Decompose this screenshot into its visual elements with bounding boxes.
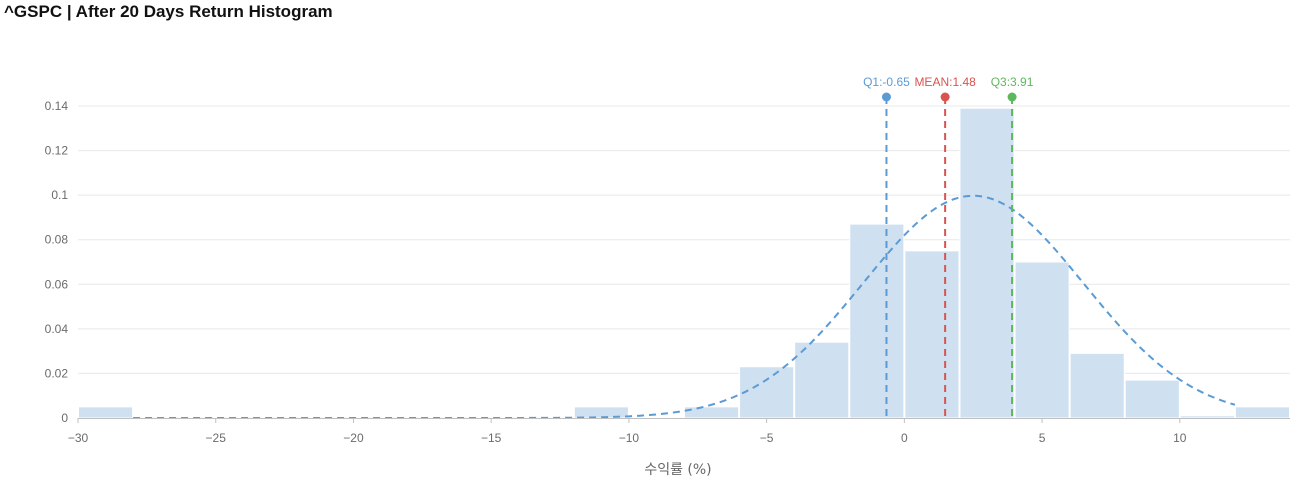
chart-title: ^GSPC | After 20 Days Return Histogram xyxy=(4,2,333,21)
histogram-bar xyxy=(794,341,850,419)
x-tick-label: 5 xyxy=(1039,431,1046,445)
histogram-bar xyxy=(1234,406,1290,419)
mean-dot xyxy=(940,92,950,102)
x-tick-label: −20 xyxy=(343,431,364,445)
x-tick-label: 10 xyxy=(1173,431,1187,445)
q1-dot xyxy=(881,92,891,102)
histogram-bar xyxy=(684,406,740,419)
x-axis-label: 수익률 (%) xyxy=(644,462,711,478)
y-tick-label: 0 xyxy=(61,411,68,425)
x-tick-label: −25 xyxy=(206,431,227,445)
mean-label: MEAN:1.48 xyxy=(914,75,976,89)
y-tick-label: 0.1 xyxy=(51,188,68,202)
histogram-bar xyxy=(849,223,905,419)
y-tick-label: 0.08 xyxy=(45,233,69,247)
x-tick-label: −5 xyxy=(760,431,774,445)
histogram-bar xyxy=(78,406,134,419)
histogram-bar xyxy=(1179,415,1235,419)
y-tick-label: 0.12 xyxy=(45,144,69,158)
histogram-bar xyxy=(1124,379,1180,419)
histogram-bar xyxy=(739,366,795,419)
x-tick-label: 0 xyxy=(901,431,908,445)
histogram-bar xyxy=(1014,261,1070,419)
histogram-bars xyxy=(78,107,1290,419)
stat-markers: Q1:-0.65 MEAN:1.48 Q3:3.91 xyxy=(863,75,1034,418)
y-tick-label: 0.02 xyxy=(45,366,69,380)
grid-lines xyxy=(78,105,1290,374)
q3-label: Q3:3.91 xyxy=(991,75,1034,89)
q1-label: Q1:-0.65 xyxy=(863,75,910,89)
y-tick-label: 0.14 xyxy=(45,99,69,113)
q3-dot xyxy=(1007,92,1017,102)
x-tick-label: −10 xyxy=(619,431,640,445)
x-tick-label: −30 xyxy=(68,431,89,445)
histogram-bar xyxy=(959,107,1015,419)
axes: 0 0.02 0.04 0.06 0.08 0.1 0.12 0.14 −30 −25 −20 −15… xyxy=(45,99,1290,445)
histogram-bar xyxy=(1069,352,1125,419)
histogram-bar xyxy=(904,250,960,419)
y-tick-label: 0.06 xyxy=(45,277,69,291)
y-tick-label: 0.04 xyxy=(45,322,69,336)
x-tick-label: −15 xyxy=(481,431,502,445)
